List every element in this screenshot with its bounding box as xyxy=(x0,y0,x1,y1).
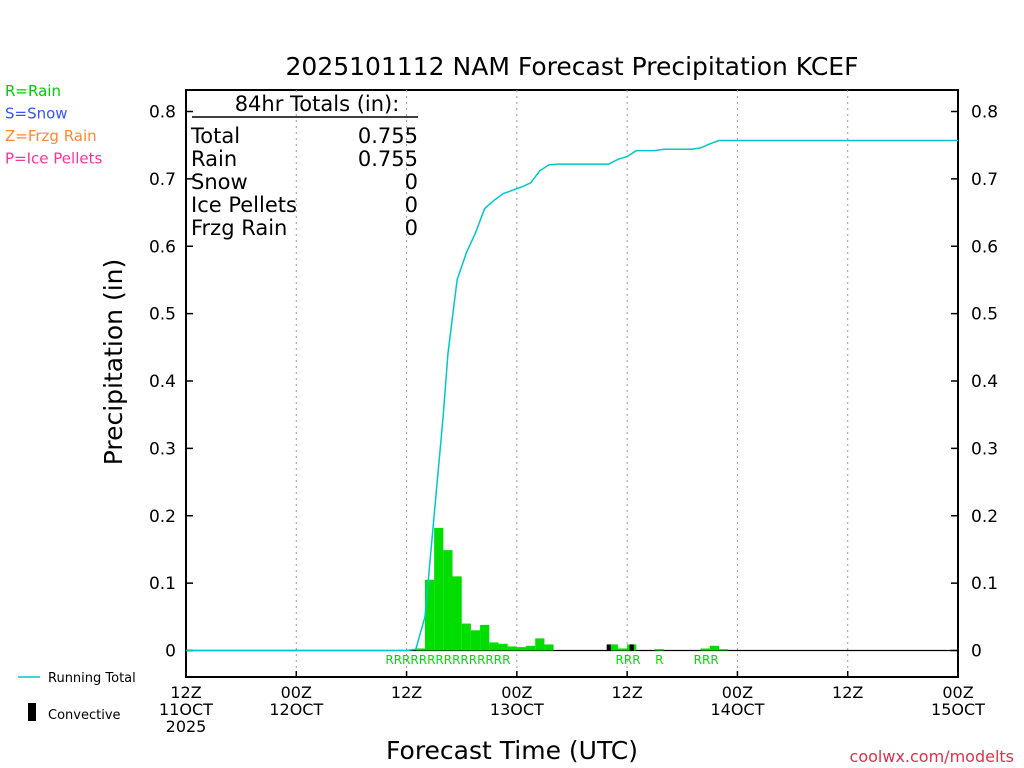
type-marker-label: R xyxy=(655,653,663,667)
rain-bar xyxy=(719,649,729,651)
running-total-series xyxy=(186,139,958,652)
y-tick-label-right: 0.3 xyxy=(971,439,998,459)
totals-row-label: Ice Pellets xyxy=(191,193,297,217)
precip-type-legend: R=Rain S=Snow Z=Frzg Rain P=Ice Pellets xyxy=(5,82,102,168)
y-tick-label-right: 0.7 xyxy=(971,170,998,190)
type-marker-label: RRR xyxy=(694,653,719,667)
convective-legend-label: Convective xyxy=(48,708,121,723)
rain-bar xyxy=(470,630,481,651)
type-marker-label: RRRRRRRRRRRRRRR xyxy=(385,653,510,667)
y-tick-label-left: 0.4 xyxy=(149,372,176,392)
totals-row-value: 0.755 xyxy=(358,124,418,148)
convective-legend-swatch xyxy=(28,703,36,721)
rain-bar xyxy=(443,550,453,651)
running-total-line xyxy=(186,139,958,652)
rain-bar xyxy=(617,648,628,651)
type-legend-item: P=Ice Pellets xyxy=(5,150,102,168)
x-tick-label: 12OCT xyxy=(269,700,323,719)
vertical-grid-lines xyxy=(295,90,849,677)
totals-box: 84hr Totals (in): Total 0.755 Rain 0.755 Sno… xyxy=(190,92,418,240)
y-axis-right: 0 0.1 0.2 0.3 0.4 0.5 0.6 0.7 0.8 xyxy=(951,103,998,662)
x-tick-label: 15OCT xyxy=(931,700,985,719)
x-axis-label: Forecast Time (UTC) xyxy=(386,736,638,765)
rain-bar xyxy=(516,647,527,651)
y-axis-left: 0 0.1 0.2 0.3 0.4 0.5 0.6 0.7 0.8 xyxy=(149,103,193,662)
y-tick-label-right: 0.4 xyxy=(971,372,998,392)
x-tick-label: 2025 xyxy=(166,717,207,736)
credit-text: coolwx.com/modelts xyxy=(850,747,1014,766)
x-tick-label: 14OCT xyxy=(710,700,764,719)
x-tick-label: 00Z xyxy=(281,683,312,702)
convective-bar xyxy=(629,644,634,651)
totals-row-label: Rain xyxy=(191,147,237,171)
y-tick-label-left: 0.8 xyxy=(149,103,176,123)
rain-bars xyxy=(415,527,729,651)
x-tick-label: 12Z xyxy=(611,683,642,702)
x-tick-label: 13OCT xyxy=(490,700,544,719)
rain-bar xyxy=(608,644,618,651)
type-legend-item: Z=Frzg Rain xyxy=(5,127,97,145)
rain-bar xyxy=(461,623,471,651)
totals-row-value: 0 xyxy=(405,193,418,217)
x-tick-label: 11OCT xyxy=(159,700,213,719)
rain-bar xyxy=(654,649,664,651)
y-tick-label-right: 0.1 xyxy=(971,574,998,594)
totals-row-label: Total xyxy=(190,124,240,148)
rain-bar xyxy=(498,643,508,651)
x-tick-label: 12Z xyxy=(832,683,863,702)
type-legend-item: S=Snow xyxy=(5,105,68,123)
y-tick-label-left: 0.5 xyxy=(149,305,176,325)
rain-bar xyxy=(480,624,490,651)
y-tick-label-right: 0.8 xyxy=(971,103,998,123)
y-tick-label-right: 0.2 xyxy=(971,507,998,527)
convective-bar xyxy=(606,644,611,651)
totals-heading: 84hr Totals (in): xyxy=(235,92,400,116)
precip-type-markers: RRRRRRRRRRRRRRR RRR R RRR xyxy=(385,653,718,667)
rain-bar xyxy=(434,527,444,651)
rain-bar xyxy=(709,645,720,651)
x-tick-label: 00Z xyxy=(722,683,753,702)
plot-frame xyxy=(185,89,959,678)
totals-row-label: Frzg Rain xyxy=(191,216,287,240)
convective-bars xyxy=(606,644,634,651)
totals-rows: Total 0.755 Rain 0.755 Snow 0 Ice Pellets 0 Frzg… xyxy=(190,124,418,240)
totals-row-value: 0 xyxy=(405,216,418,240)
rain-bar xyxy=(415,648,425,651)
y-tick-label-right: 0.5 xyxy=(971,305,998,325)
y-tick-label-right: 0 xyxy=(971,642,982,662)
y-tick-label-right: 0.6 xyxy=(971,237,998,257)
x-tick-label: 12Z xyxy=(170,683,201,702)
chart-title: 2025101112 NAM Forecast Precipitation KC… xyxy=(286,52,859,81)
running-total-legend-label: Running Total xyxy=(48,671,136,686)
y-axis-label: Precipitation (in) xyxy=(99,259,128,466)
totals-row-value: 0.755 xyxy=(358,147,418,171)
rain-bar xyxy=(489,642,499,651)
rain-bar xyxy=(700,648,710,651)
rain-bar xyxy=(535,638,545,651)
y-tick-label-left: 0.1 xyxy=(149,574,176,594)
y-tick-label-left: 0.6 xyxy=(149,237,176,257)
y-tick-label-left: 0.3 xyxy=(149,439,176,459)
x-tick-label: 00Z xyxy=(501,683,532,702)
rain-bar xyxy=(526,645,536,651)
x-tick-label: 12Z xyxy=(391,683,422,702)
y-tick-label-left: 0.7 xyxy=(149,170,176,190)
rain-bar xyxy=(507,646,517,651)
totals-row-value: 0 xyxy=(405,170,418,194)
totals-row-label: Snow xyxy=(191,170,248,194)
rain-bar xyxy=(544,644,554,651)
y-tick-label-left: 0.2 xyxy=(149,507,176,527)
rain-bar xyxy=(452,576,462,651)
y-tick-label-left: 0 xyxy=(165,642,176,662)
series-legend: Running Total Convective xyxy=(18,671,136,723)
rain-bar xyxy=(424,579,435,651)
type-legend-item: R=Rain xyxy=(5,82,61,100)
type-marker-label: RRR xyxy=(616,653,641,667)
x-tick-label: 00Z xyxy=(942,683,973,702)
